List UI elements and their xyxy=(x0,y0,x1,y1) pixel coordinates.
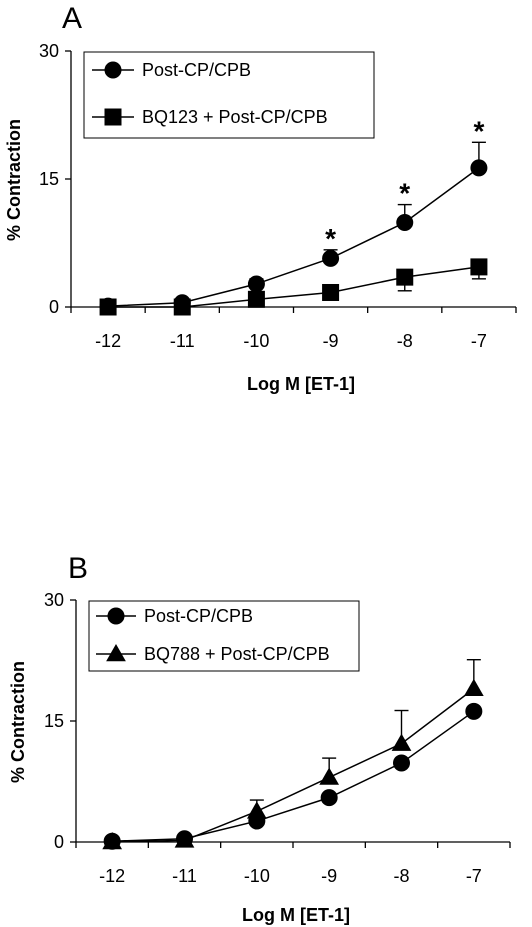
data-point-a-2 xyxy=(173,298,191,316)
legend-item-b-1: Post-CP/CPB xyxy=(96,606,253,626)
x-tick-label-a: -12 xyxy=(95,331,121,351)
data-point-a-2 xyxy=(247,290,265,308)
x-tick-label-b: -7 xyxy=(466,866,482,886)
legend-item-a-1: Post-CP/CPB xyxy=(92,60,251,80)
x-tick-label-b: -9 xyxy=(321,866,337,886)
series-line-b-1 xyxy=(112,710,475,842)
legend-a: Post-CP/CPB BQ123 + Post-CP/CPB xyxy=(83,51,375,139)
legend-label-b-1: Post-CP/CPB xyxy=(144,606,253,626)
series-line-b-2 xyxy=(112,688,475,843)
legend-b: Post-CP/CPB BQ788 + Post-CP/CPB xyxy=(88,600,360,672)
legend-label-b-2: BQ788 + Post-CP/CPB xyxy=(144,644,330,664)
x-tick-label-a: -9 xyxy=(323,331,339,351)
data-point-a-2 xyxy=(396,268,414,286)
data-point-b-2 xyxy=(391,733,412,751)
data-point-a-1 xyxy=(396,214,414,232)
legend-item-b-2: BQ788 + Post-CP/CPB xyxy=(96,643,330,664)
data-point-b-2 xyxy=(463,678,484,696)
series-a-2 xyxy=(99,258,488,316)
x-tick-label-b: -11 xyxy=(172,866,197,886)
y-axis-title-a: % Contraction xyxy=(4,119,24,241)
y-tick-label-a: 0 xyxy=(49,297,59,317)
legend-item-a-2: BQ123 + Post-CP/CPB xyxy=(92,107,328,127)
data-point-b-2 xyxy=(174,830,195,848)
x-tick-label-b: -8 xyxy=(393,866,409,886)
data-point-b-2 xyxy=(319,767,340,785)
data-point-a-2 xyxy=(99,298,117,316)
significance-asterisk-a: * xyxy=(473,115,484,146)
data-point-a-2 xyxy=(470,258,488,276)
y-tick-label-a: 30 xyxy=(39,41,59,61)
data-point-a-1 xyxy=(470,159,488,177)
legend-marker-a-2 xyxy=(104,108,122,126)
legend-box-b xyxy=(88,600,360,672)
chart-panel-a: A 0 15 30 -12 -11 -10 -9 -8 -7 * * * Post-CP/CPB BQ… xyxy=(4,2,517,394)
series-a-1 xyxy=(99,141,488,315)
series-line-a-1 xyxy=(108,167,480,307)
panel-label-b: B xyxy=(68,552,88,585)
data-point-a-1 xyxy=(322,249,340,267)
y-tick-label-a: 15 xyxy=(39,169,59,189)
legend-label-a-1: Post-CP/CPB xyxy=(142,60,251,80)
x-tick-label-a: -11 xyxy=(170,331,195,351)
x-axis-title-a: Log M [ET-1] xyxy=(247,374,355,394)
y-axis-title-b: % Contraction xyxy=(8,661,28,783)
y-tick-label-b: 30 xyxy=(44,590,64,610)
legend-label-a-2: BQ123 + Post-CP/CPB xyxy=(142,107,328,127)
x-tick-label-a: -7 xyxy=(471,331,487,351)
data-point-b-1 xyxy=(320,789,338,807)
legend-marker-a-1 xyxy=(104,61,122,79)
x-tick-label-b: -10 xyxy=(244,866,270,886)
data-point-b-1 xyxy=(393,754,410,772)
chart-panel-b: B 0 15 30 -12 -11 -10 -9 -8 -7 Post-CP/CPB BQ788 … xyxy=(8,552,511,925)
legend-marker-b-1 xyxy=(107,607,125,625)
panel-label-a: A xyxy=(62,2,82,35)
significance-asterisk-a: * xyxy=(325,223,336,254)
y-tick-label-b: 0 xyxy=(54,832,64,852)
series-b-2 xyxy=(102,658,484,850)
significance-asterisk-a: * xyxy=(399,178,410,209)
data-point-a-2 xyxy=(322,283,340,301)
data-point-b-2 xyxy=(102,831,123,850)
data-point-b-2 xyxy=(246,801,267,819)
x-tick-label-a: -10 xyxy=(243,331,269,351)
x-axis-title-b: Log M [ET-1] xyxy=(242,905,350,925)
x-tick-label-b: -12 xyxy=(99,866,125,886)
legend-box-a xyxy=(83,51,375,139)
data-point-a-1 xyxy=(247,275,265,293)
legend-marker-b-2 xyxy=(106,643,126,662)
x-tick-label-a: -8 xyxy=(397,331,413,351)
y-tick-label-b: 15 xyxy=(44,711,64,731)
data-point-b-1 xyxy=(465,702,483,720)
series-line-a-2 xyxy=(108,266,480,308)
